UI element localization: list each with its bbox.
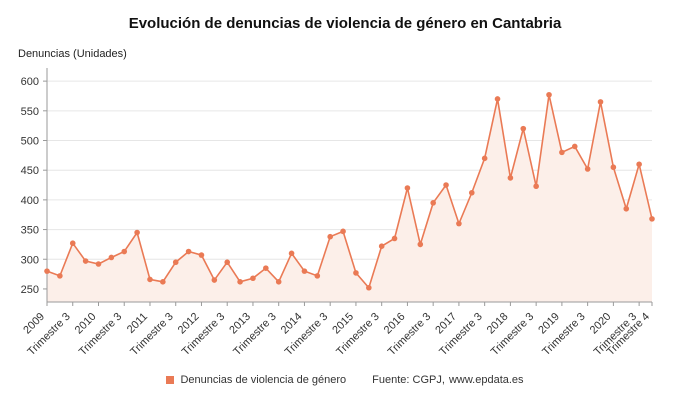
data-point [147, 276, 153, 283]
series-line [46, 94, 653, 290]
area-fill [47, 94, 652, 302]
y-tick-label: 300 [21, 254, 39, 266]
legend-swatch [166, 376, 175, 384]
data-point [172, 259, 179, 266]
data-point [250, 275, 256, 282]
data-point [494, 96, 501, 102]
data-point [44, 268, 50, 274]
epdata-link[interactable]: www.epdata.es [448, 374, 524, 386]
data-point [340, 228, 346, 235]
data-point [430, 200, 436, 206]
legend: Denuncias de violencia de género [166, 374, 346, 386]
data-point [160, 279, 166, 285]
y-tick-label: 400 [21, 195, 39, 207]
data-point [275, 279, 282, 285]
data-point [121, 248, 128, 255]
data-point [584, 166, 591, 172]
data-point [288, 250, 295, 257]
y-tick-label: 600 [21, 76, 39, 88]
y-tick-label: 500 [21, 136, 39, 148]
y-tick-label: 250 [21, 284, 39, 296]
data-point [443, 182, 449, 188]
chart-title: Evolución de denuncias de violencia de g… [128, 15, 562, 32]
y-tick-label: 450 [21, 165, 39, 177]
y-axis-label: Denuncias (Unidades) [18, 48, 127, 60]
data-point [185, 248, 192, 255]
data-point [134, 229, 140, 236]
data-point [198, 252, 205, 258]
data-point [211, 277, 218, 283]
data-point [237, 279, 243, 285]
data-point [456, 220, 462, 227]
data-point [623, 205, 630, 212]
data-point [69, 240, 76, 247]
data-point [520, 125, 527, 132]
data-point [301, 268, 308, 274]
data-point [559, 149, 565, 156]
data-point [314, 273, 321, 279]
data-point [108, 254, 115, 261]
data-point [417, 241, 424, 248]
data-point [507, 175, 514, 181]
source-text: Fuente: CGPJ, www.epdata.es [372, 374, 523, 386]
data-point [610, 164, 617, 171]
y-tick-label: 550 [21, 106, 39, 118]
legend-label: Denuncias de violencia de género [180, 374, 347, 386]
data-point [57, 273, 63, 279]
data-point [546, 91, 552, 98]
chart-footer: Denuncias de violencia de género Fuente:… [0, 374, 690, 386]
data-point [649, 216, 655, 222]
data-point [263, 265, 269, 271]
data-point [481, 155, 488, 162]
data-point [82, 258, 89, 264]
data-point [95, 261, 102, 267]
data-point [353, 270, 359, 276]
source-prefix: Fuente: CGPJ, [372, 374, 445, 386]
data-point [224, 259, 231, 266]
y-tick-label: 350 [21, 225, 39, 237]
data-point [571, 143, 578, 150]
data-point [636, 161, 642, 168]
data-point [378, 243, 385, 249]
data-point [366, 284, 372, 291]
data-point [327, 233, 333, 240]
data-point [404, 185, 411, 191]
data-point [533, 183, 539, 190]
data-point [468, 189, 475, 196]
data-point [391, 235, 398, 242]
data-point [597, 99, 604, 105]
